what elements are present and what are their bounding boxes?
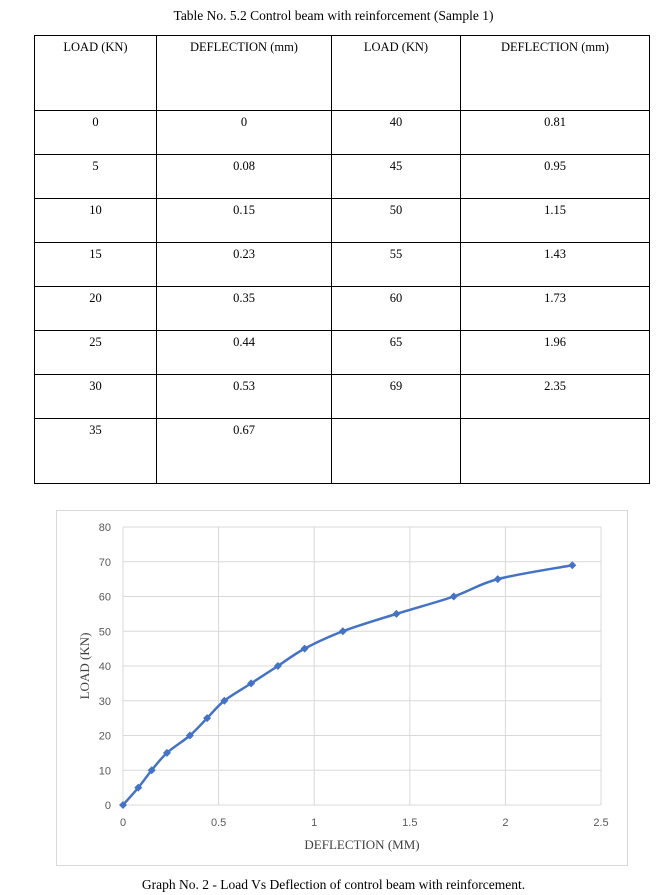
data-point-marker — [119, 801, 127, 809]
data-point-marker — [134, 783, 143, 792]
table-cell: 0.95 — [460, 154, 650, 199]
load-deflection-table: LOAD (KN) DEFLECTION (mm) LOAD (KN) DEFL… — [34, 35, 650, 484]
data-point-marker — [203, 714, 212, 723]
y-tick-label: 60 — [99, 592, 111, 604]
table-cell: 60 — [331, 286, 461, 331]
table-cell: 35 — [34, 418, 157, 484]
table-header-cell: DEFLECTION (mm) — [156, 35, 332, 111]
table-cell: 69 — [331, 374, 461, 419]
data-point-marker — [273, 662, 282, 670]
table-cell: 2.35 — [460, 374, 650, 419]
y-tick-label: 0 — [105, 800, 111, 812]
y-tick-label: 80 — [99, 522, 111, 534]
table-row: 20 0.35 60 1.73 — [34, 286, 650, 331]
table-cell: 50 — [331, 198, 461, 243]
y-tick-label: 20 — [99, 731, 111, 743]
data-point-marker — [247, 679, 256, 688]
data-point-marker — [220, 696, 229, 705]
table-header-cell: DEFLECTION (mm) — [460, 35, 650, 111]
table-cell: 65 — [331, 330, 461, 375]
x-tick-label: 1.5 — [402, 817, 417, 829]
table-cell: 1.96 — [460, 330, 650, 375]
data-point-marker — [185, 731, 194, 740]
table-cell: 0 — [34, 110, 157, 155]
table-cell: 25 — [34, 330, 157, 375]
table-row: 0 0 40 0.81 — [34, 110, 650, 155]
table-cell: 0.35 — [156, 286, 332, 331]
table-row: 35 0.67 — [34, 418, 650, 484]
y-tick-label: 50 — [99, 626, 111, 638]
x-tick-label: 2.5 — [593, 817, 608, 829]
table-header-cell: LOAD (KN) — [34, 35, 157, 111]
graph-caption: Graph No. 2 - Load Vs Deflection of cont… — [141, 877, 526, 892]
y-tick-label: 40 — [99, 661, 111, 673]
x-tick-label: 1 — [311, 817, 317, 829]
table-cell: 5 — [34, 154, 157, 199]
table-cell: 55 — [331, 242, 461, 287]
table-cell — [331, 418, 461, 484]
table-header-row: LOAD (KN) DEFLECTION (mm) LOAD (KN) DEFL… — [34, 35, 650, 111]
load-deflection-chart: 0 10 20 30 40 50 60 70 80 0 0.5 1 1.5 2 2.5 DEFLECTION … — [56, 510, 628, 866]
y-axis-label: LOAD (KN) — [77, 633, 92, 700]
table-cell: 40 — [331, 110, 461, 155]
data-point-marker — [568, 561, 577, 570]
table-cell: 20 — [34, 286, 157, 331]
table-cell: 1.43 — [460, 242, 650, 287]
x-tick-label: 0 — [120, 817, 126, 829]
x-axis-label: DEFLECTION (MM) — [304, 837, 419, 852]
table-row: 10 0.15 50 1.15 — [34, 198, 650, 243]
data-point-marker — [147, 766, 156, 775]
table-cell: 0.15 — [156, 198, 332, 243]
table-cell: 0 — [156, 110, 332, 155]
table-cell — [460, 418, 650, 484]
table-caption: Table No. 5.2 Control beam with reinforc… — [173, 8, 494, 23]
x-tick-label: 0.5 — [211, 817, 226, 829]
table-cell: 0.53 — [156, 374, 332, 419]
table-cell: 30 — [34, 374, 157, 419]
table-cell: 0.23 — [156, 242, 332, 287]
data-point-marker — [493, 575, 502, 584]
table-cell: 10 — [34, 198, 157, 243]
data-point-marker — [449, 592, 458, 601]
data-point-marker — [392, 609, 401, 618]
table-cell: 0.08 — [156, 154, 332, 199]
table-cell: 1.15 — [460, 198, 650, 243]
data-point-marker — [162, 748, 171, 757]
table-cell: 0.81 — [460, 110, 650, 155]
table-row: 25 0.44 65 1.96 — [34, 330, 650, 375]
table-row: 5 0.08 45 0.95 — [34, 154, 650, 199]
table-cell: 15 — [34, 242, 157, 287]
table-row: 30 0.53 69 2.35 — [34, 374, 650, 419]
table-cell: 45 — [331, 154, 461, 199]
table-row: 15 0.23 55 1.43 — [34, 242, 650, 287]
y-tick-label: 10 — [99, 765, 111, 777]
y-tick-label: 30 — [99, 696, 111, 708]
table-cell: 0.67 — [156, 418, 332, 484]
table-cell: 0.44 — [156, 330, 332, 375]
data-point-marker — [300, 644, 309, 653]
chart-canvas: 0 10 20 30 40 50 60 70 80 0 0.5 1 1.5 2 2.5 DEFLECTION … — [77, 522, 609, 852]
table-header-cell: LOAD (KN) — [331, 35, 461, 111]
table-cell: 1.73 — [460, 286, 650, 331]
x-tick-label: 2 — [502, 817, 508, 829]
data-point-marker — [338, 627, 347, 636]
y-tick-label: 70 — [99, 557, 111, 569]
